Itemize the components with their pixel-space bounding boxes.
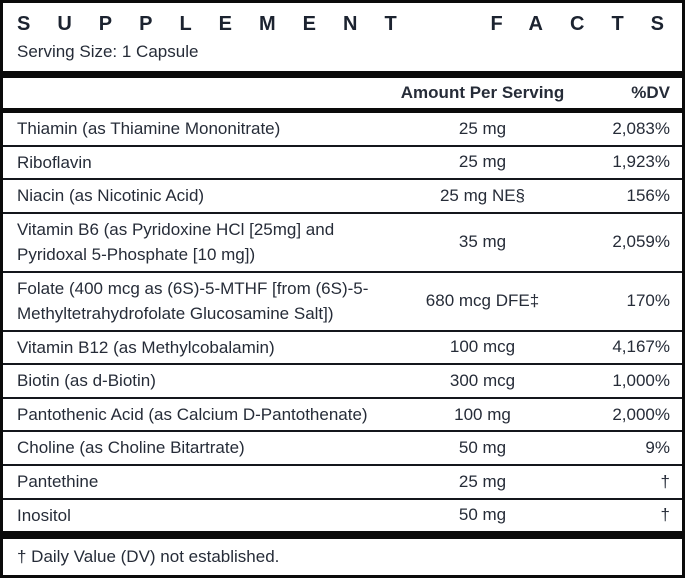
nutrient-name: Riboflavin bbox=[17, 152, 92, 172]
panel-title: SUPPLEMENT FACTS bbox=[3, 3, 682, 37]
title-word-supplement: SUPPLEMENT bbox=[17, 13, 424, 35]
nutrient-amount: 50 mg bbox=[458, 505, 507, 525]
nutrient-dv: 4,167% bbox=[612, 337, 670, 357]
table-header-row: Amount Per Serving %DV bbox=[3, 78, 682, 108]
nutrient-amount: 25 mg bbox=[458, 471, 507, 491]
nutrient-amount: 25 mg bbox=[458, 118, 507, 138]
nutrient-dv: 1,923% bbox=[612, 152, 670, 172]
title-word-facts: FACTS bbox=[490, 13, 685, 35]
table-row-pantethine: Pantethine 25 mg † bbox=[3, 463, 682, 498]
nutrient-dv: 156% bbox=[626, 185, 670, 205]
nutrient-amount: 25 mg bbox=[458, 152, 507, 172]
nutrient-dv: † bbox=[660, 505, 670, 525]
nutrient-amount: 100 mg bbox=[454, 404, 511, 424]
nutrient-name: Pantethine bbox=[17, 471, 99, 491]
nutrient-name: Vitamin B12 (as Methylcobalamin) bbox=[17, 337, 275, 357]
nutrient-dv: 2,000% bbox=[612, 404, 670, 424]
nutrient-dv: 2,083% bbox=[612, 118, 670, 138]
table-row-niacin: Niacin (as Nicotinic Acid) 25 mg NE§ 156… bbox=[3, 178, 682, 212]
table-row-vitamin-b12: Vitamin B12 (as Methylcobalamin) 100 mcg… bbox=[3, 329, 682, 364]
nutrient-name: Choline (as Choline Bitartrate) bbox=[17, 438, 245, 458]
nutrient-name: Niacin (as Nicotinic Acid) bbox=[17, 186, 205, 206]
nutrient-name: Biotin (as d-Biotin) bbox=[17, 371, 156, 391]
table-row-choline: Choline (as Choline Bitartrate) 50 mg 9% bbox=[3, 430, 682, 464]
serving-size-text: Serving Size: 1 Capsule bbox=[17, 42, 199, 61]
nutrient-dv: 9% bbox=[645, 438, 670, 458]
daily-value-footnote: † Daily Value (DV) not established. bbox=[17, 547, 280, 566]
table-row-inositol: Inositol 50 mg † bbox=[3, 497, 682, 532]
divider-thick-top bbox=[3, 71, 682, 78]
table-row-pantothenic-acid: Pantothenic Acid (as Calcium D-Pantothen… bbox=[3, 396, 682, 431]
table-row-biotin: Biotin (as d-Biotin) 300 mcg 1,000% bbox=[3, 363, 682, 397]
nutrient-amount: 25 mg NE§ bbox=[439, 185, 526, 205]
table-row-thiamin: Thiamin (as Thiamine Mononitrate) 25 mg … bbox=[3, 113, 682, 145]
nutrient-amount: 300 mcg bbox=[449, 371, 516, 391]
table-row-vitamin-b6: Vitamin B6 (as Pyridoxine HCl [25mg] and… bbox=[3, 211, 682, 271]
nutrient-name: Thiamin (as Thiamine Mononitrate) bbox=[17, 119, 281, 139]
nutrient-name: Folate (400 mcg as (6S)-5-MTHF [from (6S… bbox=[17, 278, 369, 324]
divider-above-footnote bbox=[3, 531, 682, 539]
nutrient-name: Inositol bbox=[17, 505, 71, 525]
nutrient-dv: † bbox=[660, 471, 670, 491]
nutrient-name: Vitamin B6 (as Pyridoxine HCl [25mg] and… bbox=[17, 219, 335, 265]
nutrient-amount: 35 mg bbox=[458, 232, 507, 252]
divider-below-header bbox=[3, 108, 682, 113]
nutrient-dv: 1,000% bbox=[612, 371, 670, 391]
nutrient-amount: 680 mcg DFE‡ bbox=[425, 291, 540, 311]
nutrient-rows: Thiamin (as Thiamine Mononitrate) 25 mg … bbox=[3, 113, 682, 531]
column-header-amount: Amount Per Serving bbox=[400, 83, 565, 102]
nutrient-dv: 170% bbox=[626, 291, 670, 311]
nutrient-amount: 50 mg bbox=[458, 438, 507, 458]
nutrient-dv: 2,059% bbox=[612, 232, 670, 252]
table-row-folate: Folate (400 mcg as (6S)-5-MTHF [from (6S… bbox=[3, 270, 682, 330]
nutrient-amount: 100 mcg bbox=[449, 337, 516, 357]
table-row-riboflavin: Riboflavin 25 mg 1,923% bbox=[3, 144, 682, 179]
nutrient-name: Pantothenic Acid (as Calcium D-Pantothen… bbox=[17, 404, 368, 424]
column-header-dv: %DV bbox=[631, 83, 670, 102]
